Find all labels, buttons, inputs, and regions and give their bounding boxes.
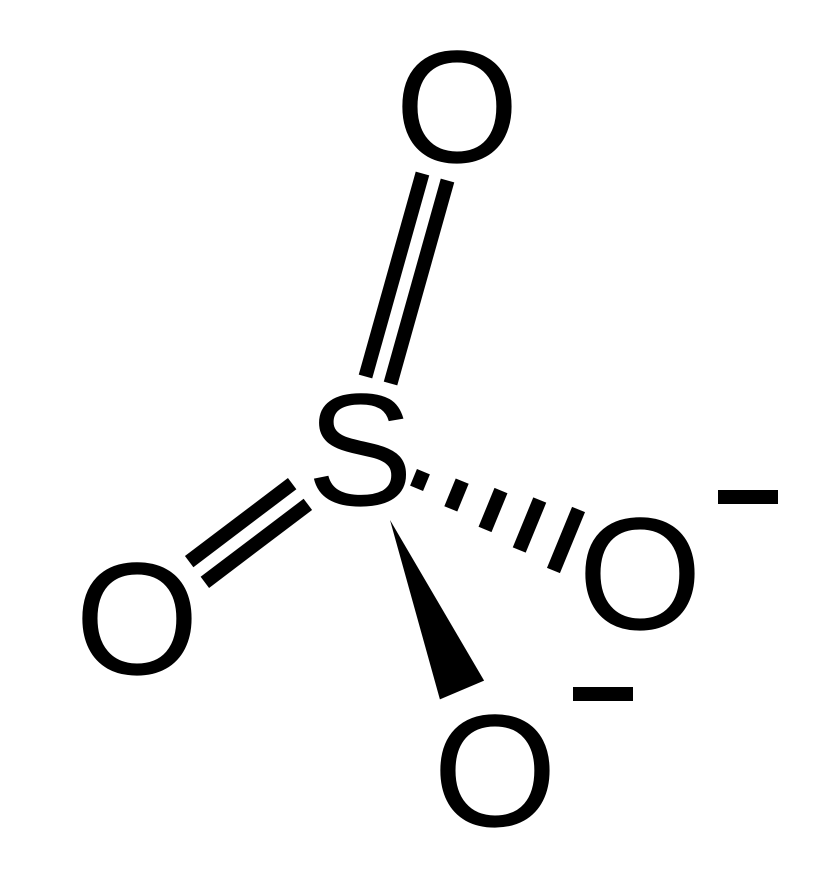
bond-dashed-wedge-right	[417, 472, 579, 571]
bond-solid-wedge-bottom	[390, 520, 484, 699]
charge-minus-bottom	[573, 687, 633, 701]
atom-oxygen-bottom: O	[433, 691, 557, 851]
atom-sulfur-center: S	[307, 370, 414, 530]
atom-oxygen-top: O	[395, 27, 519, 187]
bond-double-lower-left	[189, 484, 308, 583]
bond-double-top	[365, 173, 447, 383]
chemical-structure-diagram: S O O O O	[0, 0, 840, 890]
atom-oxygen-right: O	[578, 494, 702, 654]
atom-oxygen-lower-left: O	[75, 539, 199, 699]
charge-minus-right	[718, 490, 778, 504]
